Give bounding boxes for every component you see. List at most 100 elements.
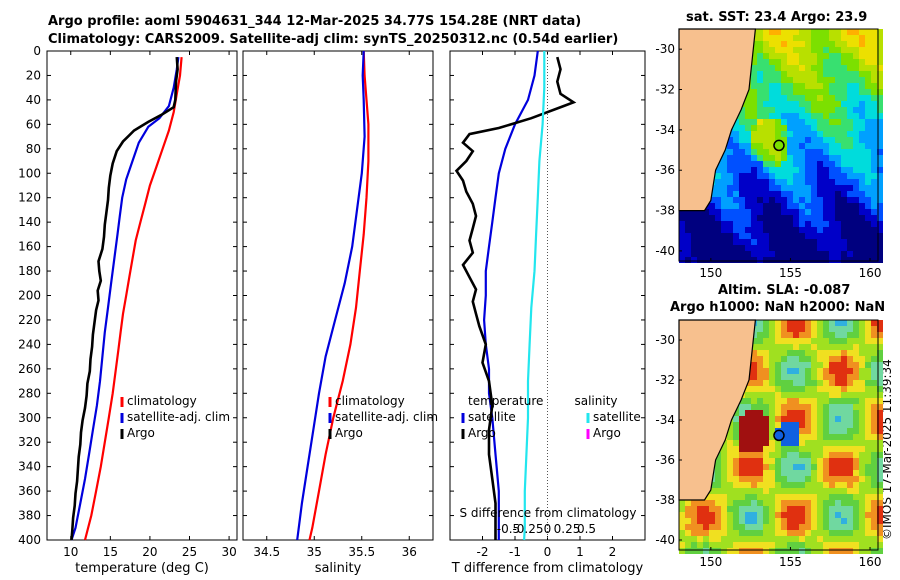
- sla-map-cell: [733, 422, 739, 428]
- sla-map-cell: [769, 332, 775, 338]
- sst-map-cell: [847, 35, 853, 41]
- sst-map-cell: [715, 197, 721, 203]
- sla-map-cell: [805, 482, 811, 488]
- sst-map-cell: [853, 215, 859, 221]
- sla-map-cell: [769, 458, 775, 464]
- sla-map-cell: [805, 386, 811, 392]
- sst-map-cell: [745, 251, 751, 257]
- sst-map-xtick-label: 160: [859, 266, 882, 280]
- sst-map-cell: [841, 215, 847, 221]
- sst-map-cell: [799, 185, 805, 191]
- sla-map-cell: [757, 548, 763, 554]
- sst-map-ytick-label: -32: [655, 83, 675, 97]
- sst-map-cell: [775, 29, 781, 35]
- sla-map-cell: [853, 392, 859, 398]
- sst-map-cell: [769, 77, 775, 83]
- sst-map-cell: [775, 233, 781, 239]
- sst-map-cell: [769, 71, 775, 77]
- sst-map-cell: [799, 35, 805, 41]
- sst-map-cell: [865, 89, 871, 95]
- sla-map-cell: [745, 470, 751, 476]
- sla-map-cell: [781, 470, 787, 476]
- sla-map-cell: [859, 374, 865, 380]
- temperature-xtick-label: 10: [63, 545, 78, 559]
- sla-map-cell: [817, 452, 823, 458]
- sla-map-cell: [805, 356, 811, 362]
- sst-map-cell: [715, 191, 721, 197]
- sla-map-cell: [775, 536, 781, 542]
- sst-map-cell: [847, 233, 853, 239]
- sst-map-cell: [853, 59, 859, 65]
- sla-map-cell: [877, 338, 883, 344]
- sst-map-cell: [757, 191, 763, 197]
- sst-map-cell: [835, 89, 841, 95]
- sla-map-cell: [781, 320, 787, 326]
- sla-map-cell: [739, 464, 745, 470]
- sst-map-cell: [787, 143, 793, 149]
- sst-map-cell: [805, 113, 811, 119]
- sla-map-cell: [721, 494, 727, 500]
- sst-map-cell: [715, 179, 721, 185]
- sst-map-cell: [853, 53, 859, 59]
- sst-map-cell: [787, 227, 793, 233]
- sla-map-cell: [799, 494, 805, 500]
- sst-map-cell: [853, 47, 859, 53]
- sst-map-cell: [739, 185, 745, 191]
- sst-map-cell: [781, 215, 787, 221]
- sst-map-cell: [751, 227, 757, 233]
- sst-map-cell: [727, 185, 733, 191]
- sla-map-cell: [757, 446, 763, 452]
- sla-map-cell: [745, 500, 751, 506]
- sst-map-cell: [733, 215, 739, 221]
- sst-map-cell: [781, 59, 787, 65]
- sst-map-cell: [841, 239, 847, 245]
- sla-map-cell: [835, 446, 841, 452]
- sla-map-cell: [727, 536, 733, 542]
- sst-map-cell: [853, 239, 859, 245]
- salinity-xtick-label: 34.5: [253, 545, 280, 559]
- sst-map-cell: [829, 251, 835, 257]
- sla-map-cell: [859, 404, 865, 410]
- series-temperature-satellite: [482, 50, 539, 540]
- sst-map-cell: [781, 167, 787, 173]
- sla-map-cell: [865, 320, 871, 326]
- sla-map-cell: [769, 380, 775, 386]
- sst-map-cell: [787, 101, 793, 107]
- sst-map-cell: [841, 77, 847, 83]
- sla-map-cell: [709, 542, 715, 548]
- sst-map-cell: [805, 107, 811, 113]
- sst-map-cell: [769, 191, 775, 197]
- sla-map-cell: [805, 428, 811, 434]
- depth-tick-label: 180: [18, 264, 41, 278]
- sla-map-cell: [829, 524, 835, 530]
- sla-map-cell: [769, 386, 775, 392]
- sla-map-cell: [847, 548, 853, 554]
- sla-map-cell: [865, 458, 871, 464]
- sla-map-cell: [769, 482, 775, 488]
- depth-tick-label: 100: [18, 166, 41, 180]
- sst-map-cell: [817, 131, 823, 137]
- sst-map-cell: [769, 167, 775, 173]
- sla-map-cell: [703, 512, 709, 518]
- sla-map-cell: [865, 398, 871, 404]
- sla-map-cell: [835, 482, 841, 488]
- sla-map-cell: [841, 416, 847, 422]
- sst-map-cell: [823, 35, 829, 41]
- sst-map-cell: [781, 179, 787, 185]
- sla-map-cell: [847, 344, 853, 350]
- sst-map-cell: [685, 251, 691, 257]
- sst-map-cell: [835, 29, 841, 35]
- sst-map-cell: [841, 113, 847, 119]
- sla-map-cell: [787, 494, 793, 500]
- sst-map-cell: [811, 35, 817, 41]
- sla-map-cell: [769, 500, 775, 506]
- sla-map-cell: [841, 368, 847, 374]
- sla-map-cell: [829, 476, 835, 482]
- sst-map-cell: [757, 119, 763, 125]
- sst-map-cell: [859, 65, 865, 71]
- sst-map-cell: [871, 119, 877, 125]
- sla-map-cell: [853, 404, 859, 410]
- sst-map-cell: [721, 173, 727, 179]
- sla-map-cell: [823, 404, 829, 410]
- sst-map-cell: [823, 41, 829, 47]
